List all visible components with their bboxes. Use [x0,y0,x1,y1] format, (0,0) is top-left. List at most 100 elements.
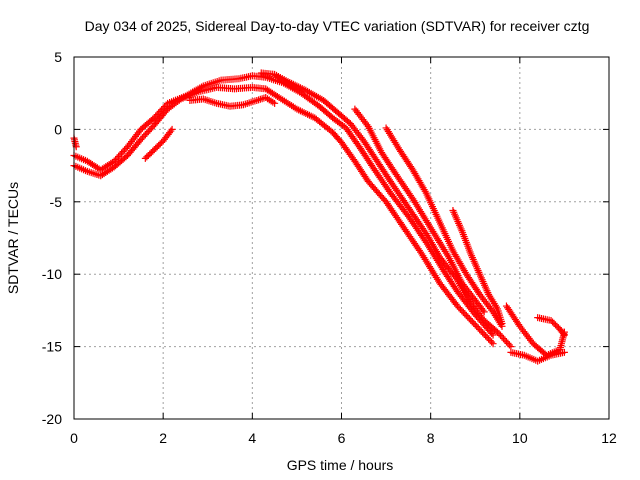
data-point [143,129,151,137]
data-point [159,104,167,112]
data-point [471,321,479,329]
x-axis-ticks: 0 2 4 6 8 10 12 [70,57,617,446]
data-point [453,302,461,310]
data-point [504,339,512,347]
y-tick-label: -15 [42,339,62,355]
series-track-4 [186,94,279,110]
data-point [158,106,166,114]
data-point [499,335,507,343]
data-point [482,332,490,340]
data-point [485,335,493,343]
data-point [455,304,463,312]
chart-title: Day 034 of 2025, Sidereal Day-to-day VTE… [85,18,590,34]
data-point [147,124,155,132]
data-point [155,109,163,117]
data-point [271,99,279,107]
data-point [461,310,469,318]
data-point [498,333,506,341]
data-point [119,148,127,156]
data-point [488,329,496,337]
data-point [146,126,154,134]
data-point [118,149,126,157]
series-track-3 [257,69,515,351]
data-point [477,327,485,335]
y-tick-label: 0 [54,121,62,137]
data-point [468,318,476,326]
data-point [150,114,158,122]
x-tick-label: 2 [159,430,167,446]
data-point [560,331,568,339]
y-tick-label: -5 [50,194,63,210]
x-tick-label: 10 [512,430,528,446]
data-point [168,125,176,133]
data-point [479,306,487,314]
series-track-1 [70,83,497,348]
y-axis-label: SDTVAR / TECUs [5,182,21,294]
data-point [141,131,149,139]
data-point [464,313,472,321]
data-point [474,324,482,332]
data-point [116,151,124,159]
data-point [153,111,161,119]
data-point [480,330,488,338]
data-point [479,329,487,337]
data-point [467,316,475,324]
data-point [495,330,503,338]
x-tick-label: 0 [70,430,78,446]
data-point [498,319,506,327]
series-track-11 [141,125,176,162]
data-point [113,154,121,162]
data-point [473,322,481,330]
x-tick-label: 12 [601,430,617,446]
data-point [456,305,464,313]
data-point [161,103,169,111]
y-tick-label: -20 [42,411,62,427]
series-track-9 [507,348,568,365]
series-track-6 [382,124,506,330]
series-track-10 [534,314,568,339]
data-point [137,136,145,144]
y-tick-label: -10 [42,266,62,282]
data-point [501,336,509,344]
series-track-12 [70,134,80,151]
data-point [112,156,120,164]
data-point [138,134,146,142]
data-point [110,157,118,165]
data-point [462,311,470,319]
data-points [70,69,568,365]
data-point [458,307,466,315]
data-point [167,127,175,135]
data-point [115,152,123,160]
grid [74,57,609,419]
data-point [470,319,478,327]
x-tick-label: 4 [248,430,256,446]
data-point [152,112,160,120]
data-point [559,330,567,338]
x-axis-label: GPS time / hours [287,457,394,473]
data-point [486,337,494,345]
series-track-5 [351,105,488,316]
data-point [459,308,467,316]
series-track-7 [449,206,506,327]
data-point [502,338,510,346]
data-point [505,341,513,349]
data-point [497,331,505,339]
data-point [140,132,148,140]
data-point [494,328,502,336]
data-point [121,146,129,154]
y-tick-label: 5 [54,49,62,65]
data-point [489,340,497,348]
data-point [489,331,497,339]
series-track-8 [502,302,568,359]
data-point [483,333,491,341]
data-point [560,348,568,356]
x-tick-label: 8 [427,430,435,446]
x-tick-label: 6 [338,430,346,446]
data-point [465,315,473,323]
data-point [144,127,152,135]
data-point [476,326,484,334]
data-point [156,107,164,115]
y-axis-ticks: -20 -15 -10 -5 0 5 [42,49,609,427]
data-point [488,338,496,346]
